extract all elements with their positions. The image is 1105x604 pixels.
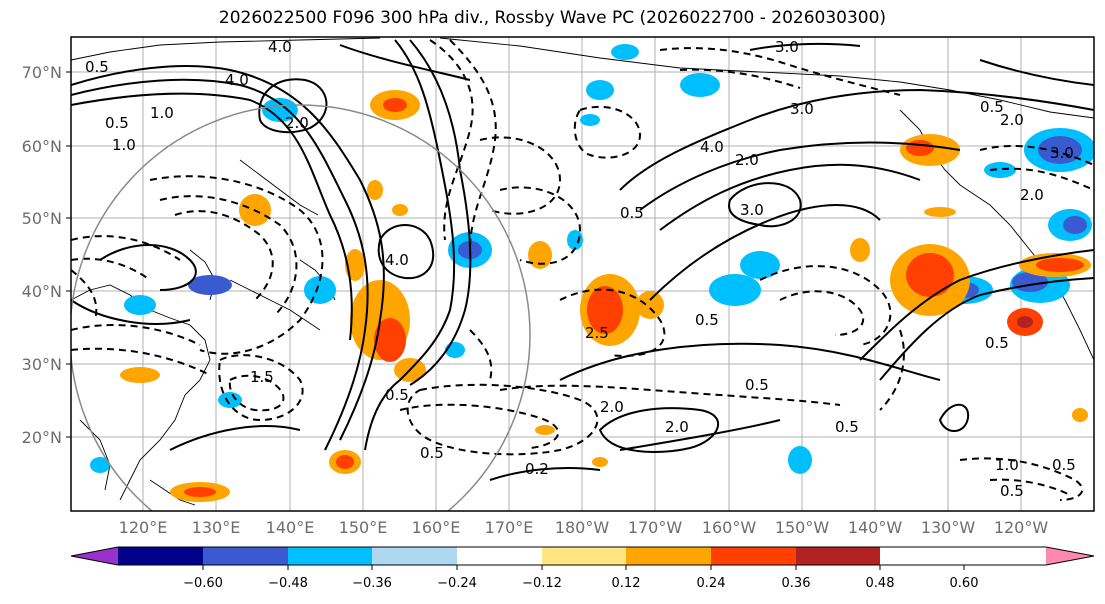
longitude-labels: 120°E 130°E 140°E 150°E 160°E 170°E 180°… bbox=[119, 518, 1049, 537]
lat-label: 50°N bbox=[22, 209, 62, 228]
contour-label: 1.5 bbox=[250, 368, 274, 386]
colorbar-segment bbox=[626, 547, 711, 565]
contour-label: 0.5 bbox=[835, 418, 859, 436]
contour-label: 1.0 bbox=[150, 104, 174, 122]
lon-label: 140°W bbox=[848, 518, 903, 537]
colorbar-segment bbox=[203, 547, 288, 565]
contour-label: 0.5 bbox=[745, 376, 769, 394]
contour-label: 2.0 bbox=[1000, 111, 1024, 129]
contour-label: 1.0 bbox=[995, 456, 1019, 474]
contour-label: 3.0 bbox=[1050, 144, 1074, 162]
contour-label: 1.0 bbox=[112, 136, 136, 154]
colorbar: −0.60 −0.48 −0.36 −0.24 −0.12 0.12 0.24 … bbox=[70, 546, 1095, 591]
axis-ticks bbox=[66, 71, 71, 438]
contour-label: 0.5 bbox=[420, 444, 444, 462]
colorbar-segment bbox=[457, 547, 542, 565]
negative-contours bbox=[71, 39, 1094, 501]
colorbar-segment bbox=[288, 547, 372, 565]
contour-label: 0.5 bbox=[105, 114, 129, 132]
lon-label: 170°E bbox=[485, 518, 534, 537]
contour-label: 0.5 bbox=[980, 98, 1004, 116]
colorbar-segment bbox=[118, 547, 203, 565]
colorbar-tick-label: 0.60 bbox=[950, 576, 979, 591]
divergence-shading bbox=[90, 44, 1094, 502]
colorbar-tick-label: 0.12 bbox=[612, 576, 641, 591]
lon-label: 150°W bbox=[775, 518, 830, 537]
lat-label: 40°N bbox=[22, 282, 62, 301]
colorbar-tick-label: 0.48 bbox=[866, 576, 895, 591]
lon-label: 120°E bbox=[119, 518, 168, 537]
contour-label: 0.5 bbox=[85, 58, 109, 76]
contour-label: 2.0 bbox=[285, 114, 309, 132]
map-title: 2026022500 F096 300 hPa div., Rossby Wav… bbox=[218, 8, 887, 28]
contour-label: 4.0 bbox=[225, 71, 249, 89]
lon-label: 160°W bbox=[702, 518, 757, 537]
colorbar-segment bbox=[796, 547, 880, 565]
lon-label: 140°E bbox=[266, 518, 315, 537]
positive-contours bbox=[71, 39, 1094, 481]
lon-label: 180°W bbox=[555, 518, 610, 537]
contour-label: 0.5 bbox=[1000, 482, 1024, 500]
latitude-labels: 70°N 60°N 50°N 40°N 30°N 20°N bbox=[22, 63, 62, 447]
lon-label: 150°E bbox=[339, 518, 388, 537]
lon-label: 120°W bbox=[994, 518, 1049, 537]
contour-label: 4.0 bbox=[268, 38, 292, 56]
contour-label: 3.0 bbox=[740, 201, 764, 219]
lon-label: 130°W bbox=[921, 518, 976, 537]
lon-label: 170°W bbox=[628, 518, 683, 537]
contour-labels: 4.0 4.0 0.5 0.5 1.0 1.0 2.0 3.0 3.0 4.0 … bbox=[85, 38, 1076, 500]
contour-label: 0.5 bbox=[1052, 456, 1076, 474]
contour-label: 2.0 bbox=[735, 151, 759, 169]
map-frame bbox=[70, 36, 1095, 512]
colorbar-tick-label: −0.48 bbox=[268, 576, 308, 591]
contour-label: 0.5 bbox=[385, 386, 409, 404]
contour-label: 2.5 bbox=[585, 324, 609, 342]
contour-label: 0.2 bbox=[525, 460, 549, 478]
contour-label: 3.0 bbox=[775, 38, 799, 56]
contour-label: 3.0 bbox=[790, 100, 814, 118]
contour-label: 2.0 bbox=[1020, 186, 1044, 204]
lat-label: 70°N bbox=[22, 63, 62, 82]
colorbar-segment bbox=[542, 547, 626, 565]
colorbar-tick-label: −0.12 bbox=[522, 576, 562, 591]
lon-label: 160°E bbox=[412, 518, 461, 537]
colorbar-segment bbox=[711, 547, 796, 565]
contour-label: 2.0 bbox=[665, 418, 689, 436]
great-circle bbox=[71, 104, 531, 511]
lat-label: 60°N bbox=[22, 137, 62, 156]
colorbar-tick-label: −0.60 bbox=[183, 576, 223, 591]
lon-label: 130°E bbox=[192, 518, 241, 537]
colorbar-tick-label: 0.36 bbox=[782, 576, 811, 591]
contour-label: 2.0 bbox=[600, 398, 624, 416]
colorbar-tick-label: −0.36 bbox=[352, 576, 392, 591]
contour-label: 4.0 bbox=[700, 138, 724, 156]
contour-label: 0.5 bbox=[695, 311, 719, 329]
colorbar-tick-label: 0.24 bbox=[697, 576, 726, 591]
contour-label: 0.5 bbox=[985, 334, 1009, 352]
colorbar-extend-max bbox=[1046, 547, 1094, 565]
contour-label: 0.5 bbox=[620, 204, 644, 222]
colorbar-extend-min bbox=[71, 547, 118, 565]
colorbar-segment bbox=[372, 547, 457, 565]
contour-label: 4.0 bbox=[385, 251, 409, 269]
lat-label: 20°N bbox=[22, 428, 62, 447]
neg-shade-1 bbox=[262, 98, 298, 122]
lat-label: 30°N bbox=[22, 355, 62, 374]
colorbar-tick-label: −0.24 bbox=[437, 576, 477, 591]
